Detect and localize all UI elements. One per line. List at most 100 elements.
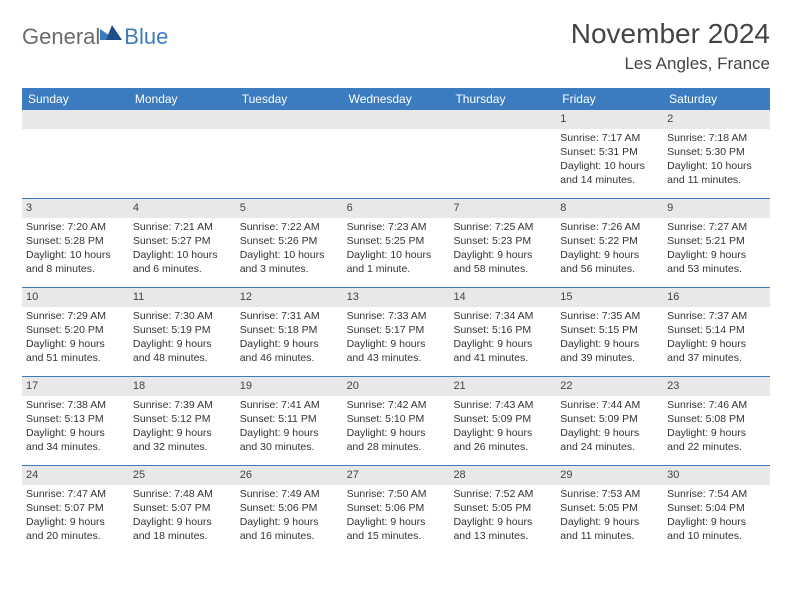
sunset-text: Sunset: 5:11 PM	[240, 412, 339, 426]
empty-day-cell	[129, 110, 236, 198]
location-subtitle: Les Angles, France	[571, 54, 770, 74]
sunset-text: Sunset: 5:23 PM	[453, 234, 552, 248]
day-number: 10	[22, 288, 129, 307]
day-cell: 4Sunrise: 7:21 AMSunset: 5:27 PMDaylight…	[129, 199, 236, 287]
week-row: 1Sunrise: 7:17 AMSunset: 5:31 PMDaylight…	[22, 110, 770, 199]
sunrise-text: Sunrise: 7:37 AM	[667, 309, 766, 323]
sunrise-text: Sunrise: 7:44 AM	[560, 398, 659, 412]
daylight-text-1: Daylight: 9 hours	[26, 337, 125, 351]
day-number: 29	[556, 466, 663, 485]
sunset-text: Sunset: 5:05 PM	[453, 501, 552, 515]
daylight-text-2: and 15 minutes.	[347, 529, 446, 543]
daylight-text-2: and 48 minutes.	[133, 351, 232, 365]
day-number: 25	[129, 466, 236, 485]
day-details: Sunrise: 7:25 AMSunset: 5:23 PMDaylight:…	[449, 218, 556, 281]
day-cell: 5Sunrise: 7:22 AMSunset: 5:26 PMDaylight…	[236, 199, 343, 287]
empty-day-number-bar	[129, 110, 236, 129]
weekday-header-cell: Thursday	[449, 88, 556, 110]
daylight-text-1: Daylight: 9 hours	[133, 515, 232, 529]
sunrise-text: Sunrise: 7:22 AM	[240, 220, 339, 234]
empty-day-cell	[449, 110, 556, 198]
title-block: November 2024 Les Angles, France	[571, 18, 770, 74]
day-cell: 6Sunrise: 7:23 AMSunset: 5:25 PMDaylight…	[343, 199, 450, 287]
day-details: Sunrise: 7:39 AMSunset: 5:12 PMDaylight:…	[129, 396, 236, 459]
daylight-text-2: and 13 minutes.	[453, 529, 552, 543]
sunset-text: Sunset: 5:25 PM	[347, 234, 446, 248]
sunrise-text: Sunrise: 7:18 AM	[667, 131, 766, 145]
sunset-text: Sunset: 5:27 PM	[133, 234, 232, 248]
sunrise-text: Sunrise: 7:48 AM	[133, 487, 232, 501]
daylight-text-1: Daylight: 9 hours	[667, 337, 766, 351]
day-number: 20	[343, 377, 450, 396]
sunrise-text: Sunrise: 7:43 AM	[453, 398, 552, 412]
daylight-text-1: Daylight: 9 hours	[347, 337, 446, 351]
day-number: 18	[129, 377, 236, 396]
sunset-text: Sunset: 5:10 PM	[347, 412, 446, 426]
sunset-text: Sunset: 5:16 PM	[453, 323, 552, 337]
sunset-text: Sunset: 5:06 PM	[240, 501, 339, 515]
day-details: Sunrise: 7:48 AMSunset: 5:07 PMDaylight:…	[129, 485, 236, 548]
empty-day-number-bar	[449, 110, 556, 129]
weekday-header-cell: Saturday	[663, 88, 770, 110]
day-number: 28	[449, 466, 556, 485]
sunset-text: Sunset: 5:08 PM	[667, 412, 766, 426]
daylight-text-1: Daylight: 9 hours	[26, 426, 125, 440]
day-cell: 10Sunrise: 7:29 AMSunset: 5:20 PMDayligh…	[22, 288, 129, 376]
daylight-text-1: Daylight: 9 hours	[133, 337, 232, 351]
day-number: 8	[556, 199, 663, 218]
week-row: 3Sunrise: 7:20 AMSunset: 5:28 PMDaylight…	[22, 199, 770, 288]
daylight-text-1: Daylight: 9 hours	[560, 248, 659, 262]
day-cell: 2Sunrise: 7:18 AMSunset: 5:30 PMDaylight…	[663, 110, 770, 198]
sunset-text: Sunset: 5:14 PM	[667, 323, 766, 337]
day-number: 30	[663, 466, 770, 485]
day-number: 19	[236, 377, 343, 396]
daylight-text-2: and 10 minutes.	[667, 529, 766, 543]
day-cell: 12Sunrise: 7:31 AMSunset: 5:18 PMDayligh…	[236, 288, 343, 376]
daylight-text-2: and 37 minutes.	[667, 351, 766, 365]
day-cell: 1Sunrise: 7:17 AMSunset: 5:31 PMDaylight…	[556, 110, 663, 198]
sunset-text: Sunset: 5:21 PM	[667, 234, 766, 248]
daylight-text-1: Daylight: 10 hours	[347, 248, 446, 262]
day-details: Sunrise: 7:18 AMSunset: 5:30 PMDaylight:…	[663, 129, 770, 192]
day-number: 5	[236, 199, 343, 218]
day-number: 17	[22, 377, 129, 396]
day-cell: 18Sunrise: 7:39 AMSunset: 5:12 PMDayligh…	[129, 377, 236, 465]
daylight-text-1: Daylight: 10 hours	[26, 248, 125, 262]
week-row: 10Sunrise: 7:29 AMSunset: 5:20 PMDayligh…	[22, 288, 770, 377]
sunrise-text: Sunrise: 7:20 AM	[26, 220, 125, 234]
day-number: 23	[663, 377, 770, 396]
daylight-text-1: Daylight: 9 hours	[667, 248, 766, 262]
weekday-header-cell: Wednesday	[343, 88, 450, 110]
weekday-header-cell: Tuesday	[236, 88, 343, 110]
week-row: 17Sunrise: 7:38 AMSunset: 5:13 PMDayligh…	[22, 377, 770, 466]
daylight-text-2: and 58 minutes.	[453, 262, 552, 276]
sunset-text: Sunset: 5:06 PM	[347, 501, 446, 515]
daylight-text-2: and 11 minutes.	[560, 529, 659, 543]
sunset-text: Sunset: 5:18 PM	[240, 323, 339, 337]
day-cell: 16Sunrise: 7:37 AMSunset: 5:14 PMDayligh…	[663, 288, 770, 376]
empty-day-cell	[343, 110, 450, 198]
daylight-text-1: Daylight: 10 hours	[133, 248, 232, 262]
daylight-text-2: and 34 minutes.	[26, 440, 125, 454]
day-cell: 9Sunrise: 7:27 AMSunset: 5:21 PMDaylight…	[663, 199, 770, 287]
brand-part2: Blue	[124, 24, 168, 50]
day-number: 24	[22, 466, 129, 485]
daylight-text-2: and 56 minutes.	[560, 262, 659, 276]
header: General Blue November 2024 Les Angles, F…	[22, 18, 770, 74]
day-details: Sunrise: 7:23 AMSunset: 5:25 PMDaylight:…	[343, 218, 450, 281]
sunset-text: Sunset: 5:05 PM	[560, 501, 659, 515]
sunrise-text: Sunrise: 7:33 AM	[347, 309, 446, 323]
daylight-text-2: and 3 minutes.	[240, 262, 339, 276]
day-number: 13	[343, 288, 450, 307]
day-details: Sunrise: 7:21 AMSunset: 5:27 PMDaylight:…	[129, 218, 236, 281]
day-number: 26	[236, 466, 343, 485]
day-number: 2	[663, 110, 770, 129]
day-details: Sunrise: 7:44 AMSunset: 5:09 PMDaylight:…	[556, 396, 663, 459]
day-number: 1	[556, 110, 663, 129]
day-cell: 22Sunrise: 7:44 AMSunset: 5:09 PMDayligh…	[556, 377, 663, 465]
daylight-text-1: Daylight: 10 hours	[240, 248, 339, 262]
daylight-text-1: Daylight: 9 hours	[453, 337, 552, 351]
sunset-text: Sunset: 5:09 PM	[560, 412, 659, 426]
empty-day-number-bar	[22, 110, 129, 129]
month-title: November 2024	[571, 18, 770, 50]
